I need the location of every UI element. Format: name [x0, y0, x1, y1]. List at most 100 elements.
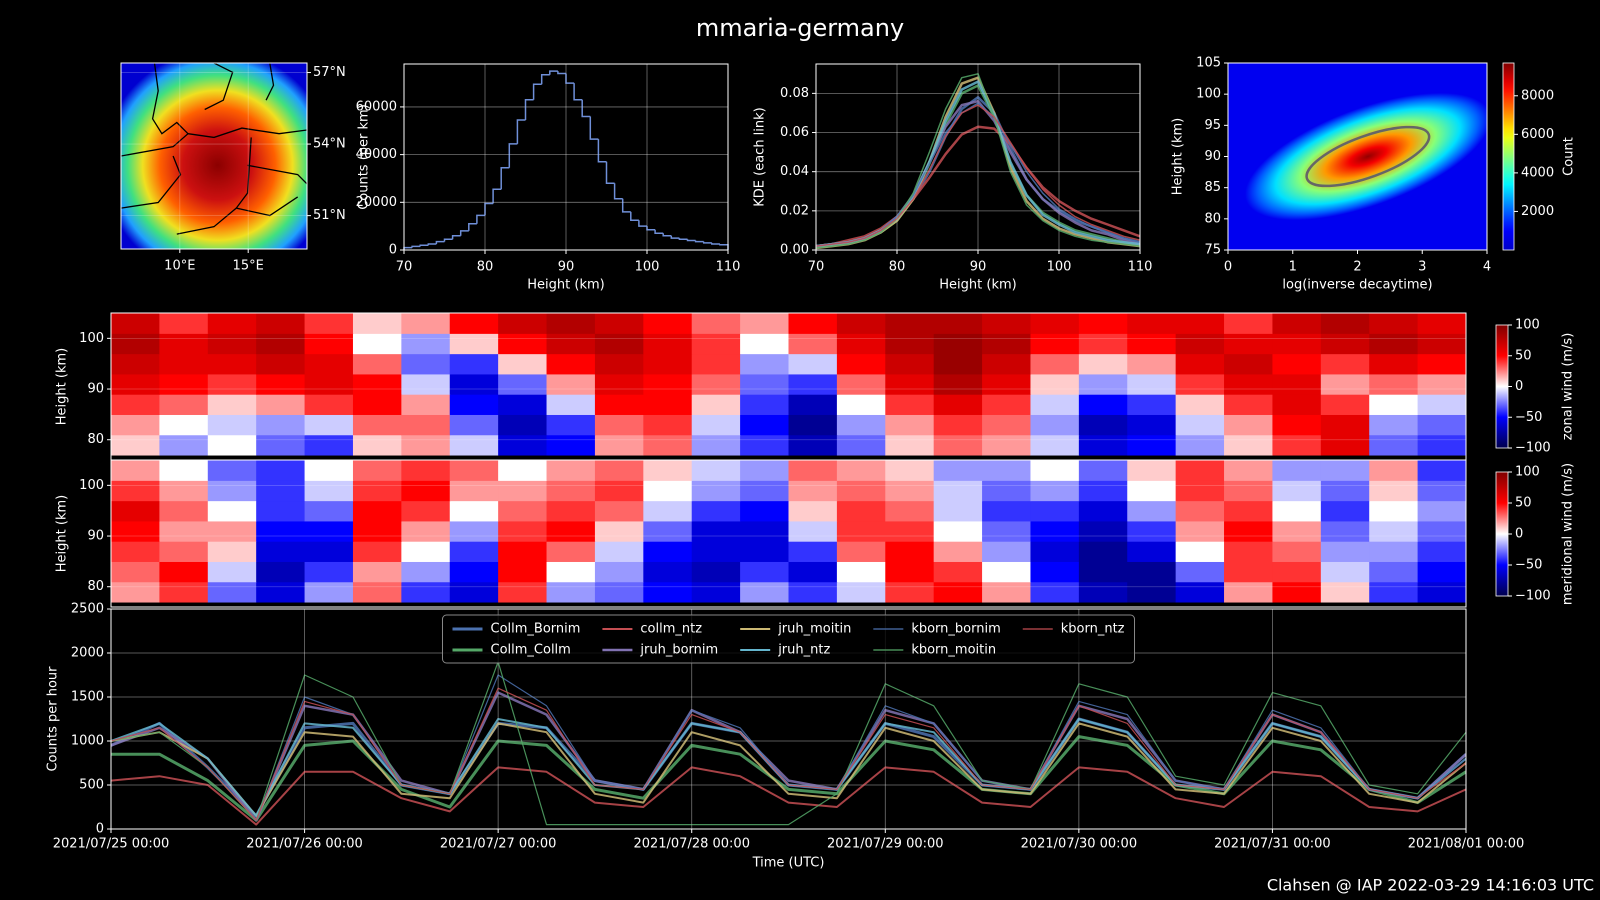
heatmap-cell [159, 333, 209, 355]
heatmap-cell [982, 500, 1032, 522]
axes-frame [403, 63, 729, 251]
heatmap-cell [885, 500, 935, 522]
heatmap-cell [885, 520, 935, 542]
heatmap-cell [1320, 373, 1370, 395]
heatmap-cell [788, 500, 838, 522]
x-tick-label: 2021/07/27 00:00 [440, 837, 557, 852]
heatmap-cell [1320, 561, 1370, 583]
heatmap-cell [1127, 414, 1177, 436]
heatmap-cell [401, 434, 451, 456]
heatmap-cell [352, 353, 402, 375]
heatmap-cell [594, 353, 644, 375]
colorbar-tick-label: −100 [1515, 589, 1551, 604]
heatmap-cell [1127, 373, 1177, 395]
histogram-bin [427, 243, 437, 246]
heatmap-cell [1417, 520, 1466, 542]
heatmap-cell [594, 414, 644, 436]
heatmap-cell [352, 581, 402, 603]
legend-label: collm_ntz [640, 622, 702, 637]
x-tick-label: 2021/08/01 00:00 [1408, 837, 1525, 852]
heatmap-cell [836, 520, 886, 542]
heatmap-cell [1030, 414, 1080, 436]
heatmap-cell [643, 414, 693, 436]
heatmap-cell [111, 520, 160, 542]
heatmap-cell [885, 541, 935, 562]
heatmap-cell [788, 434, 838, 456]
series-line [816, 104, 1140, 247]
histogram-bin [484, 202, 494, 216]
heatmap-cell [1272, 581, 1322, 603]
x-tick-label: 2021/07/26 00:00 [246, 837, 363, 852]
y-tick-label: 2000 [71, 646, 104, 661]
heatmap-cell [982, 353, 1032, 375]
heatmap-cell [1224, 480, 1274, 502]
colorbar-label: Count [1562, 137, 1577, 176]
x-tick-label: 10°E [164, 259, 195, 274]
y-axis-label: Height (km) [55, 348, 70, 425]
heatmap-cell [982, 581, 1032, 603]
colorbar [1495, 324, 1509, 449]
heatmap-cell [111, 541, 160, 562]
y-tick-label: 2500 [71, 602, 104, 617]
heatmap-cell [1127, 434, 1177, 456]
heatmap-cell [691, 353, 741, 375]
heatmap-cell [1127, 394, 1177, 415]
heatmap-cell [207, 480, 257, 502]
heatmap-cell [740, 561, 790, 583]
heatmap-cell [1175, 414, 1225, 436]
y-tick-label: 40000 [356, 147, 397, 162]
heatmap-cell [1417, 561, 1466, 583]
heatmap-cell [1030, 333, 1080, 355]
histogram-bin [557, 71, 566, 75]
heatmap-cell [1078, 414, 1128, 436]
heatmap-cell [304, 581, 354, 603]
border-line [187, 127, 307, 139]
heatmap-cell [546, 500, 596, 522]
heatmap-cell [449, 500, 499, 522]
heatmap-cell [643, 460, 693, 481]
heatmap-cell [1078, 480, 1128, 502]
histogram-bin [443, 238, 453, 242]
histogram-bin [686, 239, 696, 242]
histogram-bin [435, 240, 445, 245]
heatmap-cell [1224, 353, 1274, 375]
y-tick-label: 1500 [71, 690, 104, 705]
heatmap-cell [1030, 353, 1080, 375]
heatmap-cell [1030, 394, 1080, 415]
heatmap-cell [836, 480, 886, 502]
heatmap-cell [1175, 500, 1225, 522]
y-tick-label: 90 [87, 382, 104, 397]
heatmap-cell [256, 414, 306, 436]
y-tick-label: 57°N [313, 65, 346, 80]
y-tick-label: 80 [87, 432, 104, 447]
heatmap-cell [352, 480, 402, 502]
heatmap-cell [691, 460, 741, 481]
heatmap-cell [788, 373, 838, 395]
histogram-bin [621, 198, 631, 213]
heatmap-cell [449, 414, 499, 436]
heatmap-cell [304, 541, 354, 562]
heatmap-cell [352, 434, 402, 456]
x-tick-label: 90 [558, 260, 575, 275]
x-tick-label: 70 [808, 260, 825, 275]
heatmap-cell [982, 520, 1032, 542]
heatmap-cell [498, 353, 548, 375]
heatmap-cell [1030, 373, 1080, 395]
density-blob [1245, 92, 1487, 221]
heatmap-cell [159, 541, 209, 562]
heatmap-cell [304, 353, 354, 375]
heatmap-cell [159, 520, 209, 542]
heatmap-cell [594, 333, 644, 355]
x-axis-label: log(inverse decaytime) [1282, 278, 1432, 293]
heatmap-cell [836, 460, 886, 481]
heatmap-cell [933, 561, 983, 583]
heatmap-cell [1030, 541, 1080, 562]
legend-label: jruh_moitin [777, 622, 851, 637]
heatmap-cell [1272, 353, 1322, 375]
heatmap-cell [1272, 561, 1322, 583]
heatmap-cell [740, 434, 790, 456]
axes-frame [120, 62, 308, 250]
heatmap-cell [111, 500, 160, 522]
heatmap-cell [1127, 561, 1177, 583]
heatmap-cell [1320, 394, 1370, 415]
